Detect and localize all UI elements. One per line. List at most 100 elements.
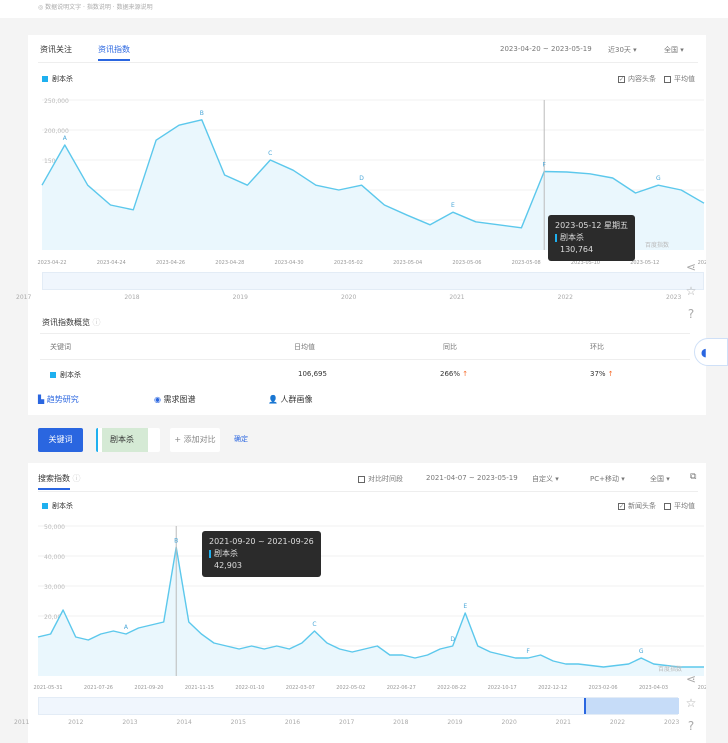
x-tick-label: 2022-06-27 bbox=[387, 685, 416, 691]
yoy-value: 266% bbox=[440, 370, 461, 378]
tab-news-attention[interactable]: 资讯关注 bbox=[40, 45, 72, 54]
year-label: 2012 bbox=[68, 719, 84, 726]
series-area bbox=[42, 119, 704, 250]
average-checkbox[interactable]: 平均值 bbox=[664, 501, 695, 511]
period-select[interactable]: 自定义 ▾ bbox=[532, 475, 559, 483]
share-icon[interactable]: ⋖ bbox=[685, 260, 697, 274]
average-label: 平均值 bbox=[674, 502, 695, 510]
date-range[interactable]: 2021-04-07 ~ 2023-05-19 bbox=[426, 474, 518, 482]
table-row: 剧本杀 106,695 266% ↑ 37% ↑ bbox=[50, 370, 690, 382]
assistant-icon: ◖ bbox=[701, 346, 707, 359]
time-range-slider[interactable] bbox=[38, 697, 679, 715]
y-tick-label: 200,000 bbox=[44, 128, 69, 135]
tab-search-index[interactable]: 搜索指数 ⓘ bbox=[38, 473, 81, 484]
tab-news-index[interactable]: 资讯指数 bbox=[98, 45, 130, 54]
tab-audience-profile[interactable]: 👤 人群画像 bbox=[268, 394, 313, 405]
time-range-slider[interactable] bbox=[42, 272, 704, 290]
legend-item[interactable]: 剧本杀 bbox=[42, 501, 73, 511]
tooltip-series-name: 剧本杀 bbox=[214, 549, 238, 558]
period-select[interactable]: 近30天 ▾ bbox=[608, 46, 637, 54]
row-daily-avg: 106,695 bbox=[298, 370, 327, 378]
compare-period-checkbox[interactable]: 对比时间段 bbox=[358, 474, 403, 484]
y-tick-label: 30,000 bbox=[44, 584, 65, 591]
export-icon[interactable]: ⧉ bbox=[690, 472, 697, 482]
checkbox-icon bbox=[664, 502, 671, 510]
annotation-E: E bbox=[451, 202, 455, 209]
x-tick-label: 2023-05-12 bbox=[630, 260, 659, 266]
period-select-value: 近30天 bbox=[608, 46, 631, 54]
region-select[interactable]: 全国 ▾ bbox=[650, 475, 670, 483]
annotation-F: F bbox=[542, 162, 546, 169]
search-index-chart[interactable]: 10,00020,00030,00040,00050,000ABCDEFG202… bbox=[28, 518, 706, 698]
section-tabs: ▙ 趋势研究 ◉ 需求图谱 👤 人群画像 bbox=[28, 385, 706, 415]
series-area bbox=[38, 547, 704, 676]
bar-chart-icon: ▙ bbox=[38, 395, 45, 404]
average-checkbox[interactable]: 平均值 bbox=[664, 74, 695, 84]
active-tab-indicator bbox=[38, 488, 70, 490]
headlines-checkbox[interactable]: ✓ 内容头条 bbox=[618, 74, 656, 84]
headlines-checkbox[interactable]: ✓ 新闻头条 bbox=[618, 501, 656, 511]
share-icon[interactable]: ⋖ bbox=[685, 672, 697, 686]
date-range[interactable]: 2023-04-20 ~ 2023-05-19 bbox=[500, 45, 592, 53]
active-tab-indicator bbox=[98, 59, 130, 61]
user-icon: 👤 bbox=[268, 395, 278, 404]
y-tick-label: 40,000 bbox=[44, 554, 65, 561]
annotation-D: D bbox=[450, 636, 455, 643]
year-label: 2021 bbox=[555, 719, 571, 726]
tab-label: 需求图谱 bbox=[163, 395, 196, 404]
info-icon[interactable]: ⓘ bbox=[72, 474, 81, 483]
y-tick-label: 50,000 bbox=[44, 524, 65, 531]
watermark: 百度指数 bbox=[645, 242, 670, 249]
tab-trend-research[interactable]: ▙ 趋势研究 bbox=[38, 394, 79, 405]
help-icon[interactable]: ? bbox=[687, 307, 695, 321]
tooltip-series: 剧本杀 bbox=[209, 548, 314, 560]
series-line bbox=[41, 119, 705, 229]
annotation-G: G bbox=[656, 175, 661, 182]
annotation-D: D bbox=[359, 175, 364, 182]
region-select[interactable]: 全国 ▾ bbox=[664, 46, 684, 54]
star-icon[interactable]: ☆ bbox=[685, 284, 697, 298]
info-icon[interactable]: ⓘ bbox=[92, 318, 101, 327]
help-icon[interactable]: ? bbox=[687, 719, 695, 733]
tab-demand-map[interactable]: ◉ 需求图谱 bbox=[154, 394, 196, 405]
year-label: 2016 bbox=[284, 719, 301, 726]
x-tick-label: 2023-04-22 bbox=[37, 260, 66, 266]
year-label: 2018 bbox=[393, 719, 409, 726]
x-tick-label: 2023-04-03 bbox=[639, 685, 668, 691]
overview-title-text: 资讯指数概览 bbox=[42, 318, 90, 327]
mom-value: 37% bbox=[590, 370, 606, 378]
annotation-C: C bbox=[268, 150, 272, 157]
top-note: ◎ 数据说明文字 · 指数说明 · 数据来源说明 bbox=[38, 4, 153, 11]
keyword-button[interactable]: 关键词 bbox=[38, 428, 83, 452]
star-icon[interactable]: ☆ bbox=[685, 696, 697, 710]
tooltip-value: 42,903 bbox=[214, 561, 242, 570]
x-tick-label: 2023-05-10 bbox=[571, 260, 600, 266]
col-keyword: 关键词 bbox=[50, 343, 71, 351]
y-tick-label: 20,000 bbox=[44, 614, 65, 621]
keyword-value: 剧本杀 bbox=[102, 428, 148, 452]
tooltip-series: 剧本杀 bbox=[555, 232, 628, 244]
year-label: 2022 bbox=[609, 719, 626, 726]
row-yoy: 266% ↑ bbox=[440, 370, 468, 378]
slider-selection-handle[interactable] bbox=[584, 698, 679, 714]
device-select[interactable]: PC+移动 ▾ bbox=[590, 475, 625, 483]
up-arrow-icon: ↑ bbox=[607, 370, 614, 378]
annotation-B: B bbox=[200, 110, 204, 117]
year-label: 2022 bbox=[557, 294, 573, 301]
checkbox-icon bbox=[358, 475, 365, 483]
headlines-label: 新闻头条 bbox=[628, 502, 656, 510]
confirm-link[interactable]: 确定 bbox=[234, 435, 248, 443]
x-tick-label: 2021-11-15 bbox=[185, 685, 214, 691]
float-assistant-button[interactable]: ◖ bbox=[694, 338, 728, 366]
news-index-chart[interactable]: 50,000100,000150,000200,000250,000ABCDEF… bbox=[28, 90, 706, 275]
annotation-F: F bbox=[526, 648, 530, 655]
keyword-input[interactable]: 剧本杀 bbox=[96, 428, 160, 452]
row-keyword: 剧本杀 bbox=[50, 370, 81, 380]
legend-item[interactable]: 剧本杀 bbox=[42, 74, 73, 84]
keyword-text: 剧本杀 bbox=[60, 371, 81, 379]
add-compare-button[interactable]: + 添加对比 bbox=[170, 428, 220, 452]
x-tick-label: 2023 bbox=[698, 685, 706, 691]
year-label: 2023 bbox=[664, 719, 680, 726]
tooltip-series-name: 剧本杀 bbox=[560, 233, 584, 242]
divider bbox=[38, 62, 698, 63]
